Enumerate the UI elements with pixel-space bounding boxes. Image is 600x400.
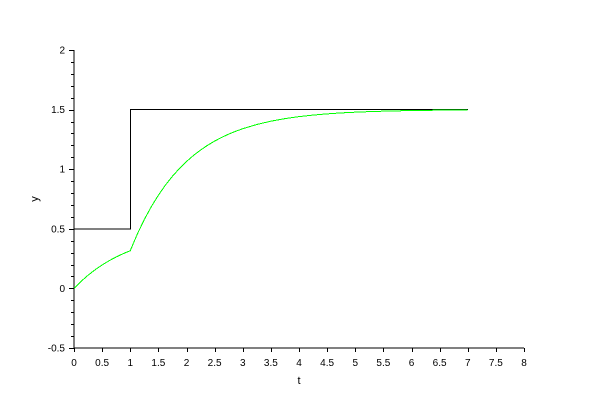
x-tick-label: 3 <box>240 358 246 369</box>
series-system-response <box>73 109 468 289</box>
y-tick-label: 1 <box>59 165 65 176</box>
x-tick-label: 5.5 <box>376 358 390 369</box>
x-tick-label: 3.5 <box>264 358 278 369</box>
x-axis-title: t <box>297 375 301 387</box>
x-tick-label: 6.5 <box>433 358 447 369</box>
x-tick-label: 0.5 <box>95 358 109 369</box>
x-tick-label: 2 <box>184 358 190 369</box>
x-tick-label: 4.5 <box>320 358 334 369</box>
x-tick-label: 0 <box>71 358 77 369</box>
y-axis-title-text: y <box>29 196 41 202</box>
y-tick-label: 2 <box>59 46 65 57</box>
y-tick-label: -0.5 <box>48 344 66 355</box>
series-step-input <box>74 109 468 230</box>
x-tick-label: 7.5 <box>489 358 503 369</box>
y-tick-label: 0 <box>59 284 65 295</box>
x-tick-label: 7 <box>465 358 471 369</box>
x-tick-label: 1.5 <box>151 358 165 369</box>
x-tick-label: 4 <box>296 358 302 369</box>
x-tick-label: 6 <box>409 358 415 369</box>
y-axis-title: y <box>23 50 47 348</box>
x-tick-label: 2.5 <box>208 358 222 369</box>
x-tick-label: 8 <box>521 358 527 369</box>
y-tick-label: 1.5 <box>51 105 65 116</box>
x-tick-label: 1 <box>127 358 133 369</box>
x-tick-label: 5 <box>352 358 358 369</box>
y-tick-label: 0.5 <box>51 224 65 235</box>
